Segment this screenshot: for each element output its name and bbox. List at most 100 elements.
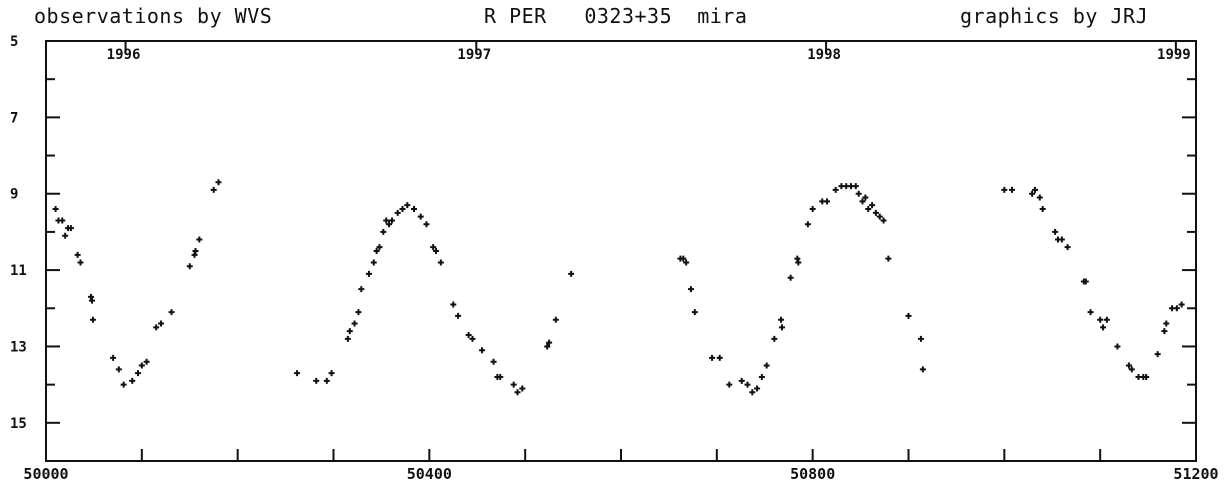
data-point [514, 389, 521, 396]
data-point [143, 358, 150, 365]
data-point [215, 179, 222, 186]
data-point [726, 381, 733, 388]
x-tick-label: 51200 [1173, 465, 1218, 483]
data-point [771, 335, 778, 342]
data-point [804, 221, 811, 228]
data-point [497, 374, 504, 380]
data-point [779, 324, 785, 331]
data-point [1001, 186, 1008, 193]
plot-frame [45, 40, 1197, 462]
data-point [510, 381, 517, 388]
data-point [1161, 328, 1168, 335]
x-tick-label: 50800 [790, 465, 835, 483]
data-point [709, 354, 716, 361]
data-point [135, 370, 141, 377]
data-point [365, 270, 372, 277]
data-point [423, 221, 430, 228]
data-point [1064, 244, 1071, 251]
data-point [1039, 206, 1046, 212]
data-point [1173, 305, 1180, 312]
data-point [919, 366, 926, 373]
data-point [433, 248, 440, 254]
data-point [77, 259, 84, 266]
data-point [691, 309, 698, 316]
data-point [1163, 320, 1170, 327]
y-tick-label: 9 [10, 187, 18, 203]
data-point [89, 297, 95, 304]
data-point [1154, 351, 1161, 358]
data-point [1082, 278, 1089, 285]
data-point [479, 347, 486, 354]
data-point [465, 332, 472, 338]
data-point [683, 259, 690, 266]
data-point [862, 194, 869, 201]
data-point [74, 251, 81, 258]
year-label: 1997 [457, 47, 491, 63]
data-point [110, 354, 117, 361]
data-point [411, 206, 417, 212]
data-point [394, 209, 401, 216]
data-point [795, 259, 802, 266]
year-label: 1998 [807, 47, 841, 63]
y-tick-label: 13 [10, 339, 27, 355]
data-points [52, 179, 1185, 396]
data-point [824, 198, 831, 205]
data-point [758, 374, 765, 380]
data-point [67, 225, 74, 232]
data-point [129, 377, 136, 384]
data-point [153, 324, 160, 331]
data-point [1128, 366, 1135, 373]
data-point [749, 389, 756, 396]
y-tick-label: 11 [10, 263, 27, 279]
observer-label: observations by WVS [34, 4, 273, 28]
data-point [1114, 343, 1121, 350]
data-point [59, 217, 66, 224]
data-point [546, 339, 553, 346]
data-point [1029, 190, 1036, 197]
data-point [869, 202, 876, 209]
data-point [1032, 186, 1038, 193]
data-point [437, 259, 444, 266]
data-point [404, 202, 411, 209]
data-point [880, 217, 887, 224]
year-label: 1996 [107, 47, 141, 63]
data-point [716, 354, 723, 361]
data-point [1125, 362, 1132, 369]
data-point [383, 217, 390, 224]
data-point [490, 358, 497, 365]
data-point [568, 270, 575, 277]
data-point [1036, 194, 1043, 201]
data-point [358, 286, 365, 293]
data-point [386, 221, 393, 228]
data-point [1058, 236, 1065, 243]
data-point [809, 206, 816, 212]
data-point [355, 309, 362, 316]
data-point [115, 366, 122, 373]
data-point [917, 335, 924, 342]
data-point [832, 186, 839, 193]
data-point [852, 183, 859, 190]
data-point [885, 255, 892, 262]
data-point [351, 320, 358, 327]
data-point [323, 377, 330, 384]
data-point [738, 377, 745, 384]
data-point [1103, 316, 1110, 323]
data-point [1052, 228, 1059, 235]
data-point [168, 309, 175, 316]
data-point [313, 377, 320, 384]
data-point [1178, 301, 1185, 308]
data-point [294, 370, 301, 377]
data-point [192, 248, 199, 254]
data-point [388, 217, 395, 224]
data-point [430, 244, 437, 251]
data-point [859, 198, 866, 205]
data-point [380, 228, 387, 235]
data-point [376, 244, 383, 251]
data-point [905, 312, 912, 319]
y-tick-label: 5 [10, 34, 18, 50]
data-point [744, 381, 751, 388]
x-tick-label: 50000 [23, 465, 68, 483]
data-point [399, 206, 406, 212]
data-point [763, 362, 770, 369]
data-point [687, 286, 694, 293]
